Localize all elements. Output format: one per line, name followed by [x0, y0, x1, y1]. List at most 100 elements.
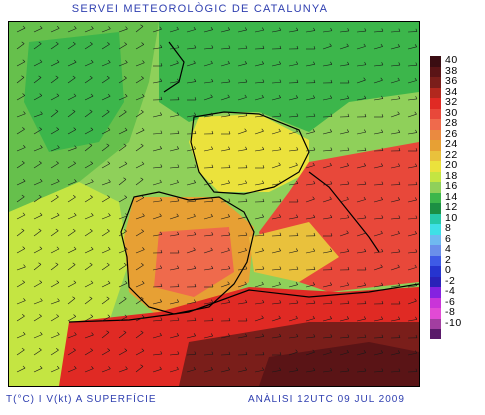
wind-barb-feather: [381, 334, 384, 338]
wind-barb-feather: [56, 93, 60, 96]
wind-barb: [33, 61, 43, 67]
wind-barb-feather: [210, 27, 213, 30]
wind-barb: [305, 116, 315, 118]
wind-barb: [118, 282, 128, 288]
wind-barb-feather: [279, 214, 282, 218]
wind-barb: [203, 81, 213, 84]
wind-barb-feather: [160, 283, 163, 287]
wind-barb: [237, 335, 247, 339]
wind-barb: [288, 370, 298, 373]
wind-barb-feather: [279, 300, 282, 304]
wind-barb: [101, 332, 110, 339]
wind-barb: [271, 317, 281, 322]
wind-barb: [254, 250, 264, 254]
wind-barb-feather: [125, 26, 128, 30]
wind-barb: [186, 114, 196, 118]
wind-barb: [33, 129, 42, 135]
wind-barb: [254, 317, 264, 322]
wind-barb: [305, 131, 315, 135]
wind-barb: [101, 282, 111, 288]
wind-barb-feather: [141, 76, 144, 79]
wind-barb-feather: [228, 79, 231, 83]
wind-barb-feather: [39, 178, 43, 182]
wind-barb-feather: [296, 214, 299, 218]
wind-barb-feather: [90, 59, 94, 63]
wind-barb: [118, 298, 127, 305]
wind-barb: [135, 332, 144, 339]
wind-barb: [339, 336, 349, 339]
wind-barb: [322, 45, 332, 50]
wind-barb: [118, 129, 128, 135]
legend-label: 0: [445, 264, 452, 276]
wind-barb-feather: [107, 93, 111, 97]
legend-label: -10: [445, 316, 462, 329]
wind-barb: [186, 335, 196, 339]
wind-barb: [118, 77, 127, 84]
wind-barb: [305, 351, 315, 356]
wind-barb-feather: [176, 213, 179, 217]
wind-barb: [305, 198, 315, 203]
wind-barb: [169, 182, 179, 186]
wind-barb-feather: [177, 112, 180, 116]
wind-barb-feather: [245, 299, 248, 303]
wind-barb: [186, 200, 196, 203]
wind-barb: [50, 28, 60, 33]
wind-barb-feather: [228, 299, 231, 303]
wind-barb: [322, 250, 332, 254]
legend-item: 20: [430, 160, 457, 172]
wind-barb-feather: [398, 163, 401, 167]
wind-barb-feather: [380, 43, 383, 47]
wind-barb-feather: [278, 162, 281, 166]
wind-barb-feather: [123, 177, 127, 180]
wind-barb-feather: [346, 230, 349, 234]
wind-barb: [16, 230, 25, 237]
wind-barb-feather: [21, 228, 25, 231]
wind-barb: [152, 319, 162, 322]
wind-barb-feather: [210, 213, 213, 217]
wind-barb-feather: [194, 231, 197, 235]
wind-barb: [305, 302, 315, 305]
wind-barb-feather: [312, 349, 315, 353]
wind-barb-feather: [278, 315, 281, 319]
wind-barb: [186, 268, 196, 271]
wind-barb-feather: [313, 232, 316, 236]
wind-barb: [135, 62, 145, 67]
wind-barb-feather: [90, 127, 94, 130]
wind-barb-feather: [346, 163, 349, 166]
wind-barb-feather: [329, 282, 333, 286]
wind-barb-feather: [329, 162, 332, 166]
wind-barb: [288, 131, 298, 135]
wind-barb-feather: [313, 27, 316, 31]
wind-barb: [373, 199, 383, 203]
wind-barb-feather: [347, 181, 350, 185]
wind-barb: [288, 351, 298, 356]
wind-barb-feather: [73, 280, 77, 283]
wind-barb: [16, 27, 26, 33]
wind-barb-feather: [245, 79, 248, 83]
wind-barb-feather: [244, 247, 247, 251]
wind-barb: [339, 45, 349, 50]
wind-barb: [152, 148, 162, 152]
wind-barb-feather: [330, 27, 333, 31]
wind-barb-feather: [57, 179, 60, 182]
wind-barb-feather: [194, 164, 197, 168]
wind-barb-feather: [177, 164, 180, 168]
wind-barb: [16, 77, 25, 84]
wind-barb: [390, 352, 400, 356]
wind-barb-feather: [22, 25, 26, 29]
wind-barb-feather: [381, 62, 384, 66]
wind-barb: [220, 369, 230, 373]
wind-barb: [84, 298, 93, 305]
legend-swatch: [430, 87, 441, 98]
wind-barb: [16, 282, 25, 288]
wind-barb: [407, 319, 417, 322]
wind-barb: [101, 77, 110, 84]
wind-barb-feather: [123, 262, 127, 266]
wind-barb: [305, 165, 315, 169]
wind-barb-feather: [123, 296, 127, 299]
wind-barb: [203, 354, 213, 356]
wind-barb-feather: [55, 109, 59, 112]
wind-barb-feather: [279, 352, 282, 356]
wind-barb-feather: [245, 146, 248, 150]
legend-label: 34: [445, 85, 458, 98]
